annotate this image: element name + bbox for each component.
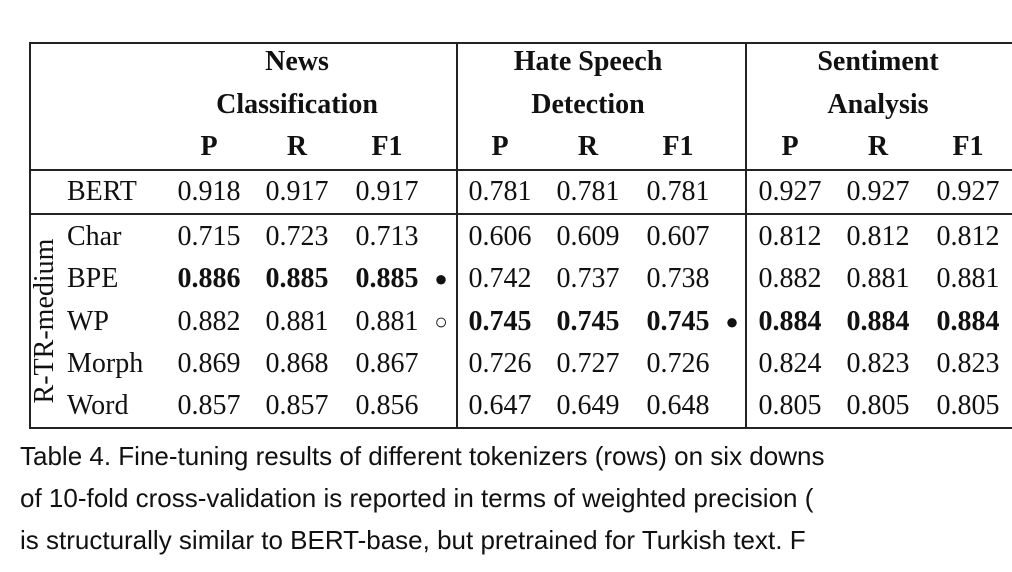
cell-value: 0.881 <box>846 263 910 295</box>
cell-marker: ○ <box>434 308 448 334</box>
cell-value: 0.886 <box>177 263 241 295</box>
cell-value: 0.927 <box>846 176 910 207</box>
cell-value: 0.812 <box>846 221 910 252</box>
group-title: Detection <box>531 89 645 120</box>
cell-value: 0.884 <box>758 305 822 337</box>
cell-value: 0.917 <box>265 176 329 207</box>
cell-value: 0.805 <box>846 390 910 422</box>
cell-value: 0.649 <box>556 390 620 422</box>
cell-value: 0.868 <box>265 347 329 379</box>
cell-value: 0.781 <box>556 176 620 207</box>
caption-line: Table 4. Fine-tuning results of differen… <box>20 441 825 471</box>
cell-value: 0.742 <box>468 263 532 295</box>
row-label: Char <box>67 221 122 252</box>
row-label: Morph <box>67 347 144 379</box>
cell-value: 0.824 <box>758 347 822 379</box>
rule <box>29 42 31 429</box>
rule <box>30 213 1012 215</box>
cell-value: 0.723 <box>265 221 329 252</box>
cell-value: 0.857 <box>265 390 329 422</box>
cell-value: 0.881 <box>936 263 1000 295</box>
cell-value: 0.607 <box>646 221 710 252</box>
group-title: Sentiment <box>817 46 939 77</box>
cell-value: 0.727 <box>556 347 620 379</box>
cell-value: 0.856 <box>355 390 419 422</box>
cell-value: 0.726 <box>468 347 532 379</box>
row-label: WP <box>67 305 109 337</box>
cell-value: 0.726 <box>646 347 710 379</box>
cell-marker: ● <box>434 266 448 292</box>
cell-marker: ● <box>725 308 739 334</box>
cell-value: 0.881 <box>265 305 329 337</box>
cell-value: 0.927 <box>758 176 822 207</box>
cell-value: 0.917 <box>355 176 419 207</box>
rule <box>30 169 1012 171</box>
cell-value: 0.867 <box>355 347 419 379</box>
cell-value: 0.805 <box>758 390 822 422</box>
rule <box>456 42 458 429</box>
cell-value: 0.745 <box>556 305 620 337</box>
metric-header: P <box>491 131 509 162</box>
cell-value: 0.713 <box>355 221 419 252</box>
cell-value: 0.738 <box>646 263 710 295</box>
group-title: Analysis <box>827 89 929 120</box>
row-group-label: R-TR-medium <box>29 238 60 404</box>
caption-line: of 10-fold cross-validation is reported … <box>20 483 814 513</box>
cell-value: 0.881 <box>355 305 419 337</box>
cell-value: 0.609 <box>556 221 620 252</box>
rule <box>745 42 747 429</box>
cell-value: 0.885 <box>265 263 329 295</box>
cell-value: 0.857 <box>177 390 241 422</box>
cell-value: 0.737 <box>556 263 620 295</box>
cell-value: 0.869 <box>177 347 241 379</box>
group-title: News <box>265 46 329 77</box>
cell-value: 0.884 <box>936 305 1000 337</box>
metric-header: R <box>286 131 308 162</box>
metric-header: P <box>781 131 799 162</box>
cell-value: 0.745 <box>646 305 710 337</box>
cell-value: 0.606 <box>468 221 532 252</box>
row-label: BPE <box>67 263 119 295</box>
metric-header: F1 <box>952 131 984 162</box>
cell-value: 0.805 <box>936 390 1000 422</box>
rule <box>30 42 1012 44</box>
cell-value: 0.882 <box>758 263 822 295</box>
row-label: Word <box>67 390 129 422</box>
cell-value: 0.884 <box>846 305 910 337</box>
caption-line: is structurally similar to BERT-base, bu… <box>20 525 806 555</box>
cell-value: 0.781 <box>646 176 710 207</box>
cell-value: 0.918 <box>177 176 241 207</box>
cell-value: 0.885 <box>355 263 419 295</box>
metric-header: R <box>867 131 889 162</box>
metric-header: P <box>200 131 218 162</box>
rule <box>30 427 1012 429</box>
cell-value: 0.823 <box>846 347 910 379</box>
cell-value: 0.781 <box>468 176 532 207</box>
cell-value: 0.745 <box>468 305 532 337</box>
metric-header: F1 <box>662 131 694 162</box>
cell-value: 0.715 <box>177 221 241 252</box>
cell-value: 0.812 <box>758 221 822 252</box>
cell-value: 0.647 <box>468 390 532 422</box>
cell-value: 0.823 <box>936 347 1000 379</box>
metric-header: R <box>577 131 599 162</box>
row-label: BERT <box>67 176 137 207</box>
cell-value: 0.812 <box>936 221 1000 252</box>
metric-header: F1 <box>371 131 403 162</box>
group-title: Hate Speech <box>513 46 663 77</box>
group-title: Classification <box>216 89 378 120</box>
cell-value: 0.927 <box>936 176 1000 207</box>
cell-value: 0.882 <box>177 305 241 337</box>
cell-value: 0.648 <box>646 390 710 422</box>
